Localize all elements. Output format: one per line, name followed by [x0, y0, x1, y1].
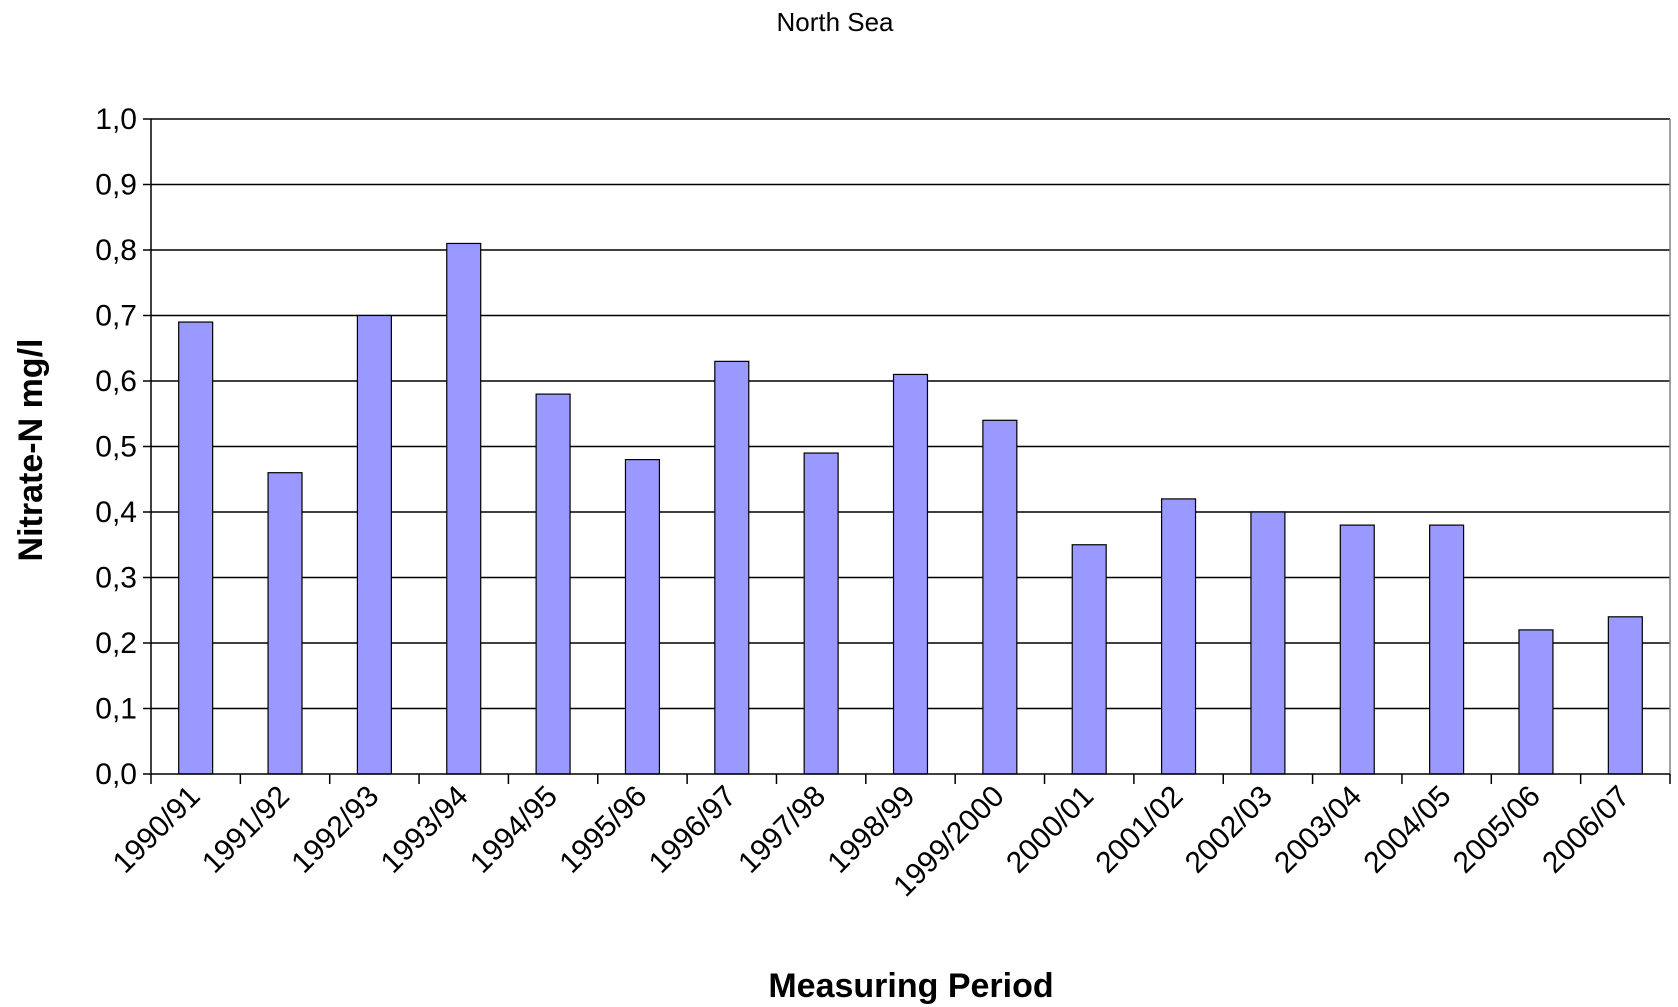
x-tick-label: 1990/91	[107, 780, 207, 880]
x-tick-label: 1994/95	[464, 780, 564, 880]
bar	[892, 373, 929, 775]
bar	[267, 472, 303, 775]
x-tick-label: 1996/97	[643, 780, 743, 880]
bar	[1160, 498, 1197, 775]
x-tick-label: 1997/98	[732, 780, 832, 880]
bar	[982, 419, 1018, 775]
bar	[803, 452, 839, 775]
x-tick-label: 1993/94	[375, 780, 475, 880]
bar	[1518, 629, 1554, 775]
bar	[535, 393, 571, 775]
bars	[178, 242, 1643, 775]
bar	[1429, 524, 1465, 775]
y-tick-label: 0,2	[95, 627, 137, 660]
x-tick-label: 2005/06	[1447, 780, 1547, 880]
y-tick-label: 0,9	[95, 169, 137, 202]
bar	[714, 360, 750, 775]
bar	[178, 321, 214, 775]
bar	[624, 459, 661, 775]
x-tick-label: 2004/05	[1358, 780, 1458, 880]
bar	[1071, 544, 1107, 775]
y-tick-label: 0,7	[95, 300, 137, 333]
x-tick-label: 1991/92	[196, 780, 296, 880]
y-tick-label: 0,6	[95, 365, 137, 398]
x-tick-label: 1992/93	[285, 780, 385, 880]
y-tick-label: 0,4	[95, 496, 137, 529]
bar	[1339, 524, 1375, 775]
x-tick-label: 2006/07	[1536, 780, 1636, 880]
x-axis-title: Measuring Period	[768, 967, 1053, 1005]
chart-title: North Sea	[776, 7, 894, 37]
y-tick-label: 0,0	[95, 758, 137, 791]
x-tick-labels: 1990/911991/921992/931993/941994/951995/…	[107, 780, 1637, 904]
x-tick-label: 1995/96	[553, 780, 653, 880]
y-tick-labels: 0,0 0,1 0,2 0,3 0,4 0,5 0,6 0,7 0,8 0,9 1,0	[95, 103, 137, 791]
axes	[143, 118, 1671, 784]
y-tick-label: 0,5	[95, 431, 137, 464]
bar	[356, 314, 392, 775]
y-axis-title: Nitrate-N mg/l	[12, 339, 50, 562]
y-tick-label: 1,0	[95, 103, 137, 136]
y-tick-label: 0,8	[95, 234, 137, 267]
y-tick-label: 0,3	[95, 562, 137, 595]
bar	[1607, 616, 1643, 775]
x-tick-label: 2000/01	[1000, 780, 1100, 880]
bar	[446, 242, 482, 775]
y-tick-label: 0,1	[95, 693, 137, 726]
bar	[1250, 511, 1286, 775]
x-tick-label: 2003/04	[1268, 780, 1368, 880]
x-tick-label: 2001/02	[1089, 780, 1189, 880]
x-tick-label: 2002/03	[1179, 780, 1279, 880]
